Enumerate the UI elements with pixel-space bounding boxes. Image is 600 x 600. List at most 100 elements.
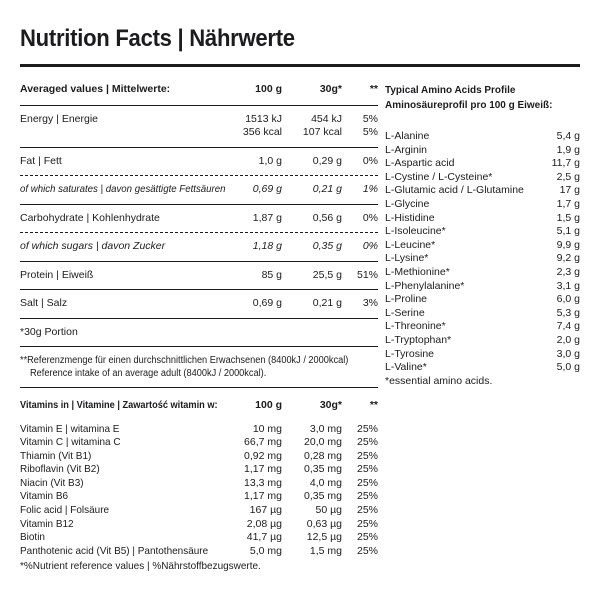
vitamin-per-30g: 4,0 mg <box>309 476 342 489</box>
amino-acid-value: 6,0 g <box>556 293 580 306</box>
amino-acid-row: L-Glycine 1,7 g <box>385 198 580 212</box>
vitamin-label-text: Biotin <box>20 531 45 544</box>
protein-percent: 51% <box>356 268 378 281</box>
nutrient-reference-footnote: *%Nutrient reference values | %Nährstoff… <box>20 558 378 573</box>
row-divider <box>20 346 378 347</box>
energy-label: Energy | Energie <box>20 112 99 125</box>
vitamin-per-30g: 12,5 µg <box>306 531 342 544</box>
vitamin-per-100g: 2,08 µg <box>246 517 282 530</box>
vitamin-per-100g: 167 µg <box>249 504 282 517</box>
table-row-saturates: of which saturates | davon gesättigte Fe… <box>20 178 378 202</box>
row-divider <box>20 203 378 205</box>
vitamin-per-30g: 0,28 mg <box>304 449 342 462</box>
protein-label: Protein | Eiweiß <box>20 268 94 281</box>
sugars-label: of which sugars | davon Zucker <box>20 240 166 252</box>
section-divider <box>20 387 378 388</box>
amino-acids-title-de: Aminosäureprofil pro 100 g Eiweiß: <box>385 98 580 113</box>
protein-per-30g: 25,5 g <box>312 268 342 281</box>
amino-acid-label: L-Proline <box>385 293 428 306</box>
vitamin-label: Vitamin C | witamina C <box>20 436 220 450</box>
amino-acid-value: 3,0 g <box>556 347 580 360</box>
amino-acid-row: L-Tyrosine 3,0 g <box>385 348 580 362</box>
vitamins-col-30g: 30g* <box>319 399 342 411</box>
row-divider <box>20 317 378 319</box>
amino-acid-value: 1,7 g <box>556 197 580 210</box>
energy-per-30g: 454 kJ 107 kcal <box>282 113 342 140</box>
carbohydrate-label: Carbohydrate | Kohlenhydrate <box>20 211 160 224</box>
vitamin-per-30g: 1,5 mg <box>309 544 342 557</box>
amino-acids-title-en-text: Typical Amino Acids Profile <box>385 84 516 96</box>
amino-acid-label: L-Serine <box>385 306 425 319</box>
page-title: Nutrition Facts | Nährwerte <box>20 26 580 52</box>
reference-intake-de: **Referenzmenge für einen durchschnittli… <box>20 354 378 367</box>
vitamin-label-text: Folic acid | Folsäure <box>20 504 110 517</box>
vitamin-percent: 25% <box>356 476 378 489</box>
amino-acid-value: 1,5 g <box>556 211 580 224</box>
vitamins-col-100g: 100 g <box>255 399 282 411</box>
amino-acid-label: L-Phenylalanine* <box>385 279 465 292</box>
amino-acids-list: L-Alanine 5,4 g L-Arginin 1,9 g L-Aspart… <box>385 130 580 375</box>
table-row-sugars: of which sugars | davon Zucker 1,18 g 0,… <box>20 235 378 259</box>
amino-acid-value: 5,4 g <box>556 130 580 142</box>
vitamin-label-text: Panthotenic acid (Vit B5) | Pantothensäu… <box>20 544 209 557</box>
table-row-fat: Fat | Fett 1,0 g 0,29 g 0% <box>20 150 378 174</box>
saturates-percent: 1% <box>362 183 378 195</box>
title-divider <box>20 64 580 67</box>
amino-acid-row: L-Glutamic acid / L-Glutamine 17 g <box>385 184 580 198</box>
table-row-carbohydrate: Carbohydrate | Kohlenhydrate 1,87 g 0,56… <box>20 207 378 231</box>
reference-intake-note: **Referenzmenge für einen durchschnittli… <box>20 349 378 385</box>
saturates-label: of which saturates | davon gesättigte Fe… <box>20 183 225 197</box>
energy-kcal-30g: 107 kcal <box>302 126 342 138</box>
amino-acid-value: 3,1 g <box>556 279 580 292</box>
amino-acid-row: L-Tryptophan* 2,0 g <box>385 334 580 348</box>
amino-acid-label: L-Cystine / L-Cysteine* <box>385 170 493 183</box>
salt-per-100g: 0,69 g <box>252 297 282 309</box>
amino-acid-row: L-Threonine* 7,4 g <box>385 320 580 334</box>
energy-kj-30g: 454 kJ <box>311 112 342 125</box>
amino-acids-title-en: Typical Amino Acids Profile <box>385 83 580 98</box>
reference-intake-de-text: **Referenzmenge für einen durchschnittli… <box>20 355 349 366</box>
vitamin-per-30g: 50 µg <box>315 504 343 517</box>
vitamin-per-30g: 3,0 mg <box>309 422 342 435</box>
vitamin-label: Thiamin (Vit B1) <box>20 450 220 464</box>
amino-acid-label: L-Tryptophan* <box>385 333 452 346</box>
vitamin-label-text: Niacin (Vit B3) <box>20 476 84 489</box>
vitamin-per-30g: 0,35 mg <box>304 490 342 503</box>
salt-label: Salt | Salz <box>20 297 68 309</box>
carbohydrate-per-30g: 0,56 g <box>312 211 342 224</box>
vitamin-label: Panthotenic acid (Vit B5) | Pantothensäu… <box>20 545 220 559</box>
sugars-per-100g: 1,18 g <box>252 240 282 252</box>
fat-per-100g: 1,0 g <box>258 154 282 167</box>
amino-acid-label: L-Alanine <box>385 130 430 142</box>
vitamin-per-100g: 10 mg <box>252 422 282 435</box>
row-divider <box>20 289 378 290</box>
vitamin-row: Vitamin B6 1,17 mg 0,35 mg 25% <box>20 490 378 504</box>
vitamin-per-100g: 41,7 µg <box>246 531 282 544</box>
vitamin-label-text: Vitamin E | witamina E <box>20 422 120 435</box>
amino-acid-value: 2,3 g <box>556 265 580 278</box>
amino-acid-label: L-Glycine <box>385 197 430 210</box>
fat-per-30g: 0,29 g <box>312 154 342 167</box>
vitamin-per-100g: 66,7 mg <box>244 436 282 449</box>
vitamin-row: Folic acid | Folsäure 167 µg 50 µg 25% <box>20 504 378 518</box>
fat-percent: 0% <box>362 154 378 167</box>
fat-label: Fat | Fett <box>20 154 62 167</box>
vitamins-col-reference: ** <box>369 399 378 411</box>
vitamin-label: Biotin <box>20 531 220 545</box>
vitamin-percent: 25% <box>356 490 378 503</box>
reference-intake-en: Reference intake of an average adult (84… <box>20 367 378 380</box>
label-columns: Averaged values | Mittelwerte: 100 g 30g… <box>20 81 580 573</box>
table-header-row: Averaged values | Mittelwerte: 100 g 30g… <box>20 81 378 103</box>
vitamin-label: Vitamin B12 <box>20 518 220 532</box>
amino-acid-label: L-Arginin <box>385 143 428 156</box>
vitamin-per-30g: 0,63 µg <box>306 517 342 530</box>
saturates-per-100g: 0,69 g <box>252 183 282 195</box>
vitamin-percent: 25% <box>356 544 378 557</box>
protein-per-100g: 85 g <box>261 268 282 281</box>
amino-acid-row: L-Arginin 1,9 g <box>385 144 580 158</box>
vitamins-header-row: Vitamins in | Vitamine | Zawartość witam… <box>20 395 378 423</box>
vitamins-header-label-text: Vitamins in | Vitamine | Zawartość witam… <box>20 400 218 411</box>
page-title-text: Nutrition Facts | Nährwerte <box>20 25 295 52</box>
salt-percent: 3% <box>362 297 378 309</box>
